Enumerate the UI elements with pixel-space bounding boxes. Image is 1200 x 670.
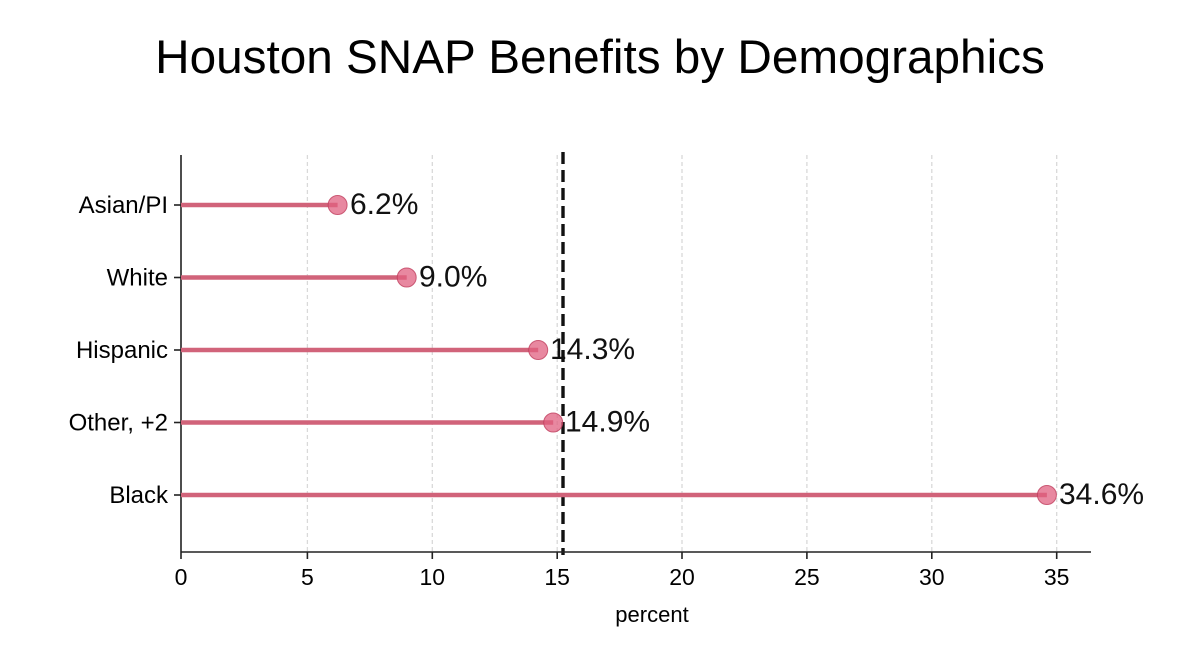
svg-text:25: 25 xyxy=(794,564,820,590)
svg-text:Hispanic: Hispanic xyxy=(76,337,168,364)
svg-text:Other, +2: Other, +2 xyxy=(69,410,168,437)
svg-text:34.6%: 34.6% xyxy=(1059,478,1144,511)
svg-text:9.0%: 9.0% xyxy=(419,261,487,294)
svg-text:White: White xyxy=(107,265,168,292)
svg-text:5: 5 xyxy=(301,564,314,590)
svg-text:Asian/PI: Asian/PI xyxy=(79,192,168,219)
svg-text:14.3%: 14.3% xyxy=(550,333,635,366)
svg-text:0: 0 xyxy=(175,564,188,590)
svg-text:6.2%: 6.2% xyxy=(350,188,418,221)
svg-text:Black: Black xyxy=(109,482,169,509)
svg-text:30: 30 xyxy=(919,564,945,590)
svg-text:percent: percent xyxy=(615,602,688,627)
svg-text:20: 20 xyxy=(669,564,695,590)
svg-text:10: 10 xyxy=(420,564,446,590)
svg-text:14.9%: 14.9% xyxy=(565,406,650,439)
svg-text:15: 15 xyxy=(544,564,570,590)
svg-text:35: 35 xyxy=(1044,564,1070,590)
